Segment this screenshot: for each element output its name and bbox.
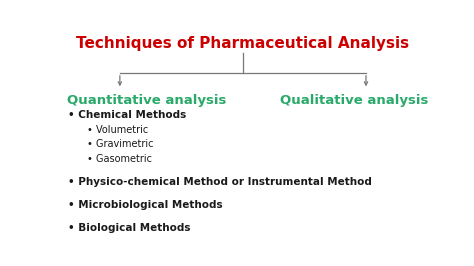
Text: Quantitative analysis: Quantitative analysis: [66, 94, 226, 107]
Text: • Physico-chemical Method or Instrumental Method: • Physico-chemical Method or Instrumenta…: [68, 177, 372, 187]
Text: Techniques of Pharmaceutical Analysis: Techniques of Pharmaceutical Analysis: [76, 36, 410, 51]
Text: • Volumetric: • Volumetric: [87, 124, 148, 135]
Text: • Gravimetric: • Gravimetric: [87, 139, 153, 149]
Text: • Gasometric: • Gasometric: [87, 154, 152, 164]
Text: • Biological Methods: • Biological Methods: [68, 223, 191, 233]
Text: • Microbiological Methods: • Microbiological Methods: [68, 200, 223, 210]
Text: • Chemical Methods: • Chemical Methods: [68, 110, 187, 120]
Text: Qualitative analysis: Qualitative analysis: [280, 94, 428, 107]
